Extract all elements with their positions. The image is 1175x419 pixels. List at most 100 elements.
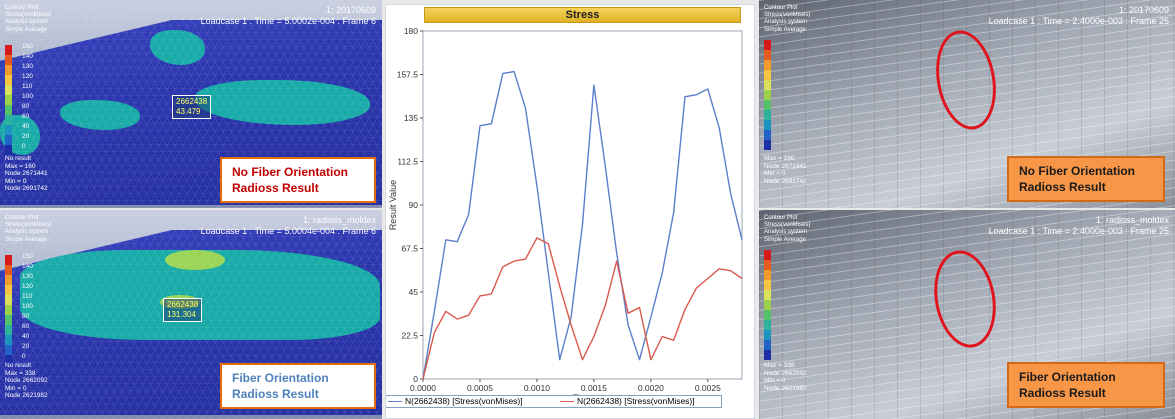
plot-frame [422, 30, 743, 380]
max-label: Max = 338 [5, 369, 36, 377]
contour-legend: Contour Plot Stress(vonMises) Analysis s… [5, 5, 51, 34]
x-tick-label: 0.0020 [638, 383, 664, 393]
max-label: Max = 160 [5, 162, 36, 170]
colorbar-swatch [5, 125, 12, 135]
colorbar-label: 80 [22, 103, 30, 110]
legend-line: Simple Average [5, 236, 47, 243]
colorbar-labels: 150 140 130 120 110 100 80 60 40 20 0 [22, 42, 33, 152]
colorbar-label: 0 [22, 143, 26, 150]
colorbar-swatch [764, 330, 771, 340]
series-line-red [422, 237, 743, 380]
chart-title: Stress [424, 7, 741, 23]
colorbar-footer: No result Max = 160 Node 2671441 Min = 0… [5, 155, 48, 193]
colorbar-swatch [5, 335, 12, 345]
legend-line: Contour Plot [5, 5, 39, 11]
x-tick-label: 0.0010 [524, 383, 550, 393]
colorbar-swatch [5, 315, 12, 325]
probe-tag[interactable]: 2662438 131.304 [163, 298, 203, 322]
colorbar-label: 60 [22, 323, 30, 330]
legend-line: Stress(vonMises) [764, 12, 811, 19]
colorbar-swatch [5, 115, 12, 125]
min-label: Min = 0 [5, 384, 27, 392]
max-label: Max = 338 [764, 362, 795, 369]
colorbar [764, 250, 771, 360]
node-min-label: Node 2621982 [764, 384, 807, 392]
colorbar-label: 150 [22, 253, 33, 260]
colorbar-swatch [5, 45, 12, 55]
stress-region [195, 80, 370, 125]
colorbar-labels: 150 140 130 120 110 100 80 60 40 20 0 [22, 252, 33, 362]
node-min-label: Node 2621982 [5, 392, 48, 399]
legend-line: Analysis system [764, 19, 808, 26]
stress-region [150, 30, 205, 65]
colorbar-footer: No result Max = 338 Node 2662092 Min = 0… [5, 362, 48, 400]
colorbar-swatch [764, 120, 771, 130]
colorbar-swatch [5, 305, 12, 315]
legend-line: Analysis system [5, 229, 49, 236]
chart-series [422, 70, 743, 380]
colorbar-swatch [764, 140, 771, 150]
x-tick-label: 0.0025 [695, 383, 721, 393]
colorbar-swatch [764, 110, 771, 120]
colorbar-label: 20 [22, 133, 30, 140]
colorbar-swatch [5, 135, 12, 145]
colorbar-swatch [5, 105, 12, 115]
colorbar-swatch [5, 285, 12, 295]
colorbar-swatch [764, 40, 771, 50]
colorbar-swatch [764, 260, 771, 270]
colorbar-swatch [5, 95, 12, 105]
colorbar-label: 40 [22, 123, 30, 130]
colorbar-swatch [764, 320, 771, 330]
colorbar-swatch [5, 275, 12, 285]
no-result-label: No result [5, 362, 32, 369]
colorbar-label: 80 [22, 313, 30, 320]
colorbar-swatch [764, 310, 771, 320]
colorbar-swatch [764, 90, 771, 100]
y-tick-label: 112.5 [397, 157, 418, 167]
colorbar-swatch [5, 355, 12, 365]
colorbar-swatch [5, 255, 12, 265]
y-tick-label: 67.5 [401, 244, 418, 254]
colorbar-swatch [5, 85, 12, 95]
colorbar-swatch [764, 70, 771, 80]
viewport-header: 1: 20170609 Loadcase 1 : Time = 2.4000e-… [989, 5, 1169, 27]
colorbar-swatch [5, 65, 12, 75]
node-min-label: Node 2691742 [5, 185, 48, 192]
y-tick-label: 135 [404, 113, 418, 123]
loadcase-label: Loadcase 1 : Time = 5.0004e-004 : Frame … [200, 226, 376, 236]
legend-swatch [388, 401, 402, 403]
probe-tag[interactable]: 2662438 43.479 [172, 95, 212, 119]
stress-region [60, 100, 140, 130]
viewport-header: 1: radioss_moldex Loadcase 1 : Time = 2.… [989, 215, 1169, 237]
loadcase-label: Loadcase 1 : Time = 2.4000e-003 : Frame … [988, 226, 1169, 236]
chart-legend: N(2662438) [Stress(vonMises)] N(2662438)… [386, 395, 722, 408]
chart-panel: Stress 0 22.5 45 67.5 90 112.5 135 157.5 180 0.00… [385, 4, 755, 419]
x-tick-label: 0.0000 [410, 383, 436, 393]
colorbar-label: 100 [22, 93, 33, 100]
probe-id: 2662438 [176, 97, 208, 106]
legend-line: Contour Plot [5, 215, 39, 221]
x-tick-label: 0.0005 [467, 383, 493, 393]
stress-chart: 0 22.5 45 67.5 90 112.5 135 157.5 180 0.0000 0.000… [388, 26, 743, 403]
colorbar-swatch [764, 60, 771, 70]
colorbar-swatch [5, 145, 12, 155]
min-label: Min = 0 [5, 177, 27, 185]
colorbar-swatch [764, 290, 771, 300]
colorbar-label: 140 [22, 263, 33, 270]
colorbar-label: 40 [22, 333, 30, 340]
colorbar-swatch [5, 55, 12, 65]
colorbar-swatch [764, 300, 771, 310]
colorbar-label: 120 [22, 73, 33, 80]
colorbar-label: 110 [22, 83, 33, 90]
legend-entry-red: N(2662438) [Stress(vonMises)] [560, 396, 695, 407]
x-tick-label: 0.0015 [581, 383, 607, 393]
colorbar-label: 0 [22, 353, 26, 360]
y-tick-label: 0 [413, 374, 418, 384]
legend-line: Analysis system [5, 19, 49, 26]
legend-line: Stress(vonMises) [5, 222, 52, 229]
node-max-label: Node 2662092 [764, 369, 807, 377]
node-max-label: Node 2662092 [5, 377, 48, 384]
y-tick-label: 157.5 [397, 70, 419, 80]
legend-label: N(2662438) [Stress(vonMises)] [405, 396, 523, 406]
max-label: Max = 160 [764, 155, 795, 162]
